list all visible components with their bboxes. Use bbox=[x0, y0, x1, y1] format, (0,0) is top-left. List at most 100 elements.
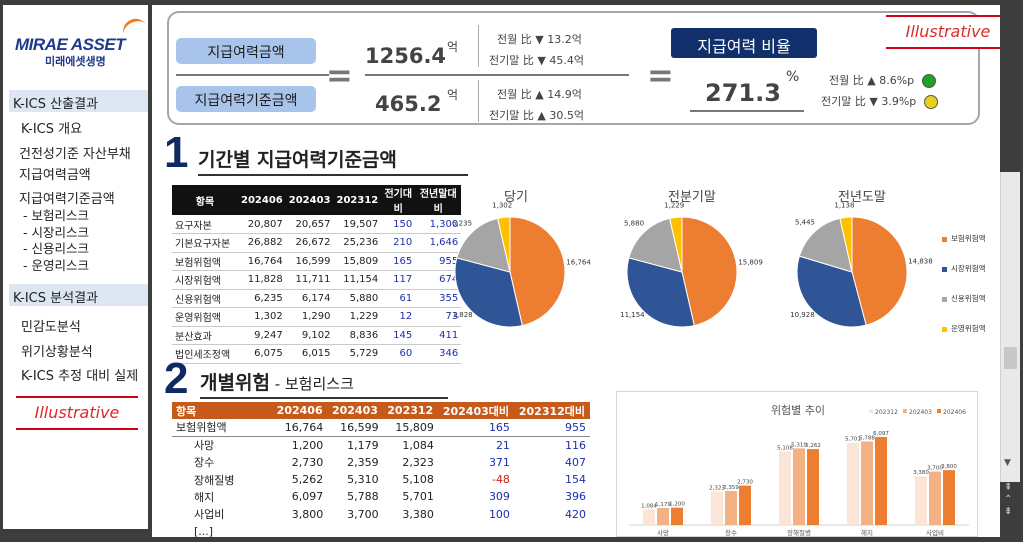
sidebar-subitem-market-risk[interactable]: - 시장리스크 bbox=[23, 225, 89, 240]
scroll-down-icon[interactable]: ▼ bbox=[1004, 458, 1011, 468]
pie-data-label: 16,764 bbox=[566, 259, 591, 267]
cell-value: 26,672 bbox=[285, 233, 334, 253]
cell-value: 154 bbox=[565, 473, 586, 487]
legend-label: 운영위험액 bbox=[951, 324, 986, 333]
cell-value: 6,015 bbox=[285, 344, 334, 364]
legend-label: 보험위험액 bbox=[951, 234, 986, 243]
legend-item: 보험위험액 bbox=[942, 233, 986, 244]
solvency-ratio-label: 지급여력 비율 bbox=[671, 28, 817, 58]
status-green-icon bbox=[921, 74, 936, 88]
row-label: 사업비 bbox=[194, 508, 225, 522]
sidebar-item-required-capital[interactable]: 지급여력기준금액 bbox=[19, 192, 115, 207]
cell-value: 5,262 bbox=[291, 473, 324, 487]
col-header: 202406 bbox=[272, 402, 328, 419]
cell-value: 11,711 bbox=[285, 270, 334, 290]
pie-slice bbox=[454, 257, 523, 328]
cell-value: 60 bbox=[381, 344, 416, 364]
section-2-number: 2 bbox=[164, 354, 189, 403]
section-2-title: 개별위험 - 보험리스크 bbox=[200, 368, 448, 399]
bar-data-label: 2,730 bbox=[737, 480, 753, 486]
cell-value: 955 bbox=[513, 419, 590, 437]
bar-data-label: 3,380 bbox=[913, 470, 929, 476]
sidebar-item-stress-test[interactable]: 위기상황분석 bbox=[21, 345, 93, 360]
cell-value: 2,323 bbox=[402, 455, 434, 469]
bar bbox=[779, 451, 791, 525]
bar-data-label: 1,179 bbox=[655, 502, 671, 508]
pie-data-label: 15,809 bbox=[738, 259, 763, 267]
row-label: 보험위험액 bbox=[172, 252, 238, 271]
arrow-down-icon: ▼ bbox=[869, 95, 878, 108]
pie-slice bbox=[626, 257, 695, 328]
cell-value: 165 bbox=[381, 252, 416, 271]
sidebar-subitem-operational-risk[interactable]: - 운영리스크 bbox=[23, 258, 89, 273]
sidebar-item-kics-overview[interactable]: K-ICS 개요 bbox=[21, 122, 83, 137]
vertical-scrollbar[interactable]: ▼ bbox=[1000, 172, 1020, 482]
bar-data-label: 5,788 bbox=[859, 435, 875, 441]
x-tick-label: 장수 bbox=[725, 528, 737, 537]
sidebar-subitem-insurance-risk[interactable]: - 보험리스크 bbox=[23, 208, 89, 223]
cell-value: 9,247 bbox=[238, 326, 286, 345]
legend-label: 202406 bbox=[943, 409, 966, 416]
cell-value: 2,730 bbox=[291, 455, 324, 469]
delta-label: 전기말 比 bbox=[489, 109, 534, 122]
cell-value: 20,807 bbox=[238, 215, 286, 234]
delta-value: 14.9억 bbox=[547, 88, 582, 101]
sidebar-item-estimate-vs-actual[interactable]: K-ICS 추정 대비 실제 bbox=[21, 369, 139, 384]
scroll-nav-icons[interactable]: ⇞ ⌃ ⇟ bbox=[1004, 482, 1013, 517]
cell-value: 26,882 bbox=[238, 233, 286, 253]
pie-slice bbox=[456, 217, 511, 273]
legend-label: 202403 bbox=[909, 409, 932, 416]
delta-label: 전기말 比 bbox=[821, 95, 866, 108]
bar-data-label: 5,310 bbox=[791, 442, 807, 448]
row-label: 요구자본 bbox=[172, 215, 238, 234]
cell-value: 19,507 bbox=[333, 215, 382, 234]
cell-value: 407 bbox=[565, 455, 586, 469]
row-label: 장해질병 bbox=[194, 473, 235, 487]
scrollbar-thumb[interactable] bbox=[1004, 347, 1017, 369]
cell-value: 16,599 bbox=[285, 252, 334, 271]
cell-value: 674 bbox=[415, 270, 462, 290]
pie-data-label: 6,235 bbox=[452, 219, 472, 227]
bar-data-label: 3,800 bbox=[941, 464, 957, 470]
table-row: 보험위험액 16,764 16,599 15,809 165 955 bbox=[172, 252, 462, 271]
sidebar-section-kics-results[interactable]: K-ICS 산출결과 bbox=[9, 90, 148, 112]
pie-slice bbox=[851, 216, 908, 326]
sidebar-item-balance-sheet[interactable]: 건전성기준 자산부채 bbox=[19, 147, 131, 162]
pie-slice bbox=[509, 216, 566, 327]
bar bbox=[793, 448, 805, 525]
cell-value: 61 bbox=[381, 289, 416, 308]
sidebar-section-kics-analysis[interactable]: K-ICS 분석결과 bbox=[9, 284, 148, 306]
available-capital-label: 지급여력금액 bbox=[176, 38, 316, 64]
col-header: 항목 bbox=[172, 185, 238, 215]
arrow-up-icon: ▲ bbox=[537, 109, 546, 122]
bar bbox=[915, 476, 927, 525]
pie-data-label: 5,445 bbox=[795, 218, 815, 226]
available-capital-unit: 억 bbox=[447, 40, 459, 54]
bar bbox=[671, 507, 683, 525]
cell-value: 12 bbox=[381, 307, 416, 327]
x-tick-label: 장해질병 bbox=[787, 528, 811, 537]
sidebar-subitem-credit-risk[interactable]: - 신용리스크 bbox=[23, 241, 89, 256]
sidebar-item-available-capital[interactable]: 지급여력금액 bbox=[19, 168, 91, 183]
legend-swatch bbox=[937, 409, 941, 413]
sidebar-item-sensitivity[interactable]: 민감도분석 bbox=[21, 320, 81, 335]
table-row: 보험위험액 16,764 16,599 15,809 165 955 bbox=[172, 419, 590, 437]
arrow-down-icon: ▼ bbox=[537, 54, 546, 67]
legend-item: 신용위험액 bbox=[942, 293, 986, 304]
cell-value: 5,729 bbox=[333, 344, 382, 364]
table-row: 기본요구자본 26,882 26,672 25,236 210 1,646 bbox=[172, 233, 462, 253]
pie-data-label: 1,138 bbox=[834, 201, 854, 209]
pie-data-label: 5,880 bbox=[624, 219, 644, 227]
cell-value: 346 bbox=[415, 344, 462, 364]
section-2-subtitle: - 보험리스크 bbox=[269, 375, 354, 393]
cell-value: 73 bbox=[415, 307, 462, 327]
required-vs-prev-month: 전월 比 ▲ 14.9억 bbox=[497, 86, 582, 102]
pie-slice bbox=[497, 216, 511, 273]
bar-data-label: 5,701 bbox=[845, 437, 861, 443]
brand-name-kr: 미래에셋생명 bbox=[45, 55, 106, 68]
pie-title-current: 당기 bbox=[504, 190, 528, 205]
table-row: 법인세조정액 6,075 6,015 5,729 60 346 bbox=[172, 344, 462, 364]
x-tick-label: 사업비 bbox=[926, 528, 944, 537]
cell-value: 15,809 bbox=[382, 419, 438, 437]
